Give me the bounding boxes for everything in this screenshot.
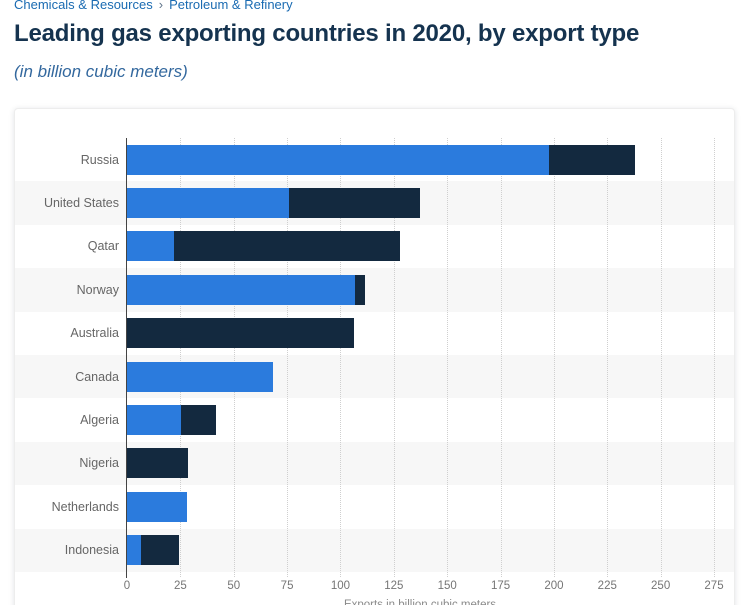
bar-segment-lng-exports[interactable] <box>127 448 188 479</box>
chart-row: United States <box>15 181 734 225</box>
chart-row: Nigeria <box>15 441 734 486</box>
x-tick-label: 75 <box>280 580 294 592</box>
stacked-bar <box>127 535 179 566</box>
page-title: Leading gas exporting countries in 2020,… <box>14 20 640 47</box>
bar-segment-pipeline-gas-exports[interactable] <box>127 491 187 522</box>
x-tick-label: 225 <box>597 580 617 592</box>
row-band <box>15 441 734 486</box>
bar-segment-lng-exports[interactable] <box>355 274 366 305</box>
chart-row: Australia <box>15 312 734 355</box>
category-label: Russia <box>80 152 119 167</box>
bar-segment-lng-exports[interactable] <box>548 144 636 175</box>
stacked-bar <box>127 491 187 522</box>
category-label: Algeria <box>80 413 119 428</box>
stacked-bar <box>127 448 188 479</box>
chart-row: Algeria <box>15 398 734 441</box>
chart-row: Netherlands <box>15 485 734 528</box>
bar-segment-pipeline-gas-exports[interactable] <box>127 231 174 262</box>
bar-segment-lng-exports[interactable] <box>141 535 179 566</box>
x-tick-label: 0 <box>123 580 131 592</box>
row-band <box>15 312 734 355</box>
x-tick-label: 275 <box>704 580 724 592</box>
bar-segment-lng-exports[interactable] <box>173 231 400 262</box>
x-axis-ticks: 0 25 50 75 100 125 150 175 200 225 250 275 <box>123 580 724 595</box>
category-label: Nigeria <box>79 456 119 471</box>
bar-segment-pipeline-gas-exports[interactable] <box>127 535 142 566</box>
bar-segment-lng-exports[interactable] <box>289 188 421 219</box>
x-tick-label: 150 <box>437 580 457 592</box>
chart-row: Russia <box>15 138 734 181</box>
bar-segment-lng-exports[interactable] <box>127 318 354 349</box>
chart-row: Indonesia <box>15 528 734 572</box>
bar-segment-pipeline-gas-exports[interactable] <box>127 144 549 175</box>
row-band <box>15 485 734 528</box>
breadcrumb-link-chemicals-resources[interactable]: Chemicals & Resources <box>14 0 153 12</box>
bar-segment-lng-exports[interactable] <box>181 405 216 436</box>
category-label: Canada <box>75 369 119 384</box>
category-label: Qatar <box>87 239 119 254</box>
stacked-bar <box>127 231 400 262</box>
chart-row: Canada <box>15 354 734 399</box>
breadcrumb: Chemicals & Resources › Petroleum & Refine… <box>14 0 293 13</box>
x-tick-label: 200 <box>544 580 564 592</box>
stacked-bar <box>127 318 354 349</box>
stacked-bar <box>127 144 636 175</box>
x-axis-title: Exports in billion cubic meters <box>343 599 497 605</box>
stacked-bar <box>127 405 216 436</box>
breadcrumb-link-petroleum-refinery[interactable]: Petroleum & Refinery <box>169 0 293 12</box>
breadcrumb-separator-icon: › <box>158 0 164 12</box>
chart-row: Norway <box>15 268 734 312</box>
x-tick-label: 250 <box>651 580 671 592</box>
bar-segment-pipeline-gas-exports[interactable] <box>127 405 182 436</box>
page-subtitle: (in billion cubic meters) <box>14 62 188 81</box>
x-tick-label: 25 <box>173 580 187 592</box>
stacked-bar <box>127 274 366 305</box>
y-axis-line <box>126 138 127 578</box>
category-label: Netherlands <box>51 499 119 514</box>
row-band <box>15 354 734 399</box>
x-tick-label: 175 <box>490 580 511 592</box>
x-tick-label: 100 <box>330 580 351 592</box>
category-label: United States <box>43 196 119 211</box>
bar-segment-pipeline-gas-exports[interactable] <box>127 361 273 392</box>
stacked-bar <box>127 361 273 392</box>
row-band <box>15 398 734 441</box>
chart-card: Russia United States Qatar Norway Australia C… <box>14 108 735 605</box>
bar-segment-pipeline-gas-exports[interactable] <box>127 274 356 305</box>
x-tick-label: 50 <box>227 580 241 592</box>
x-tick-label: 125 <box>384 580 404 592</box>
row-band <box>15 268 734 312</box>
category-label: Norway <box>76 282 119 297</box>
stacked-bar <box>127 188 421 219</box>
chart-row: Qatar <box>15 225 734 268</box>
row-band <box>15 528 734 572</box>
bar-segment-pipeline-gas-exports[interactable] <box>127 188 290 219</box>
category-label: Indonesia <box>64 543 119 558</box>
chart-plot-area: Russia United States Qatar Norway Australia C… <box>15 138 734 572</box>
category-label: Australia <box>70 326 119 341</box>
